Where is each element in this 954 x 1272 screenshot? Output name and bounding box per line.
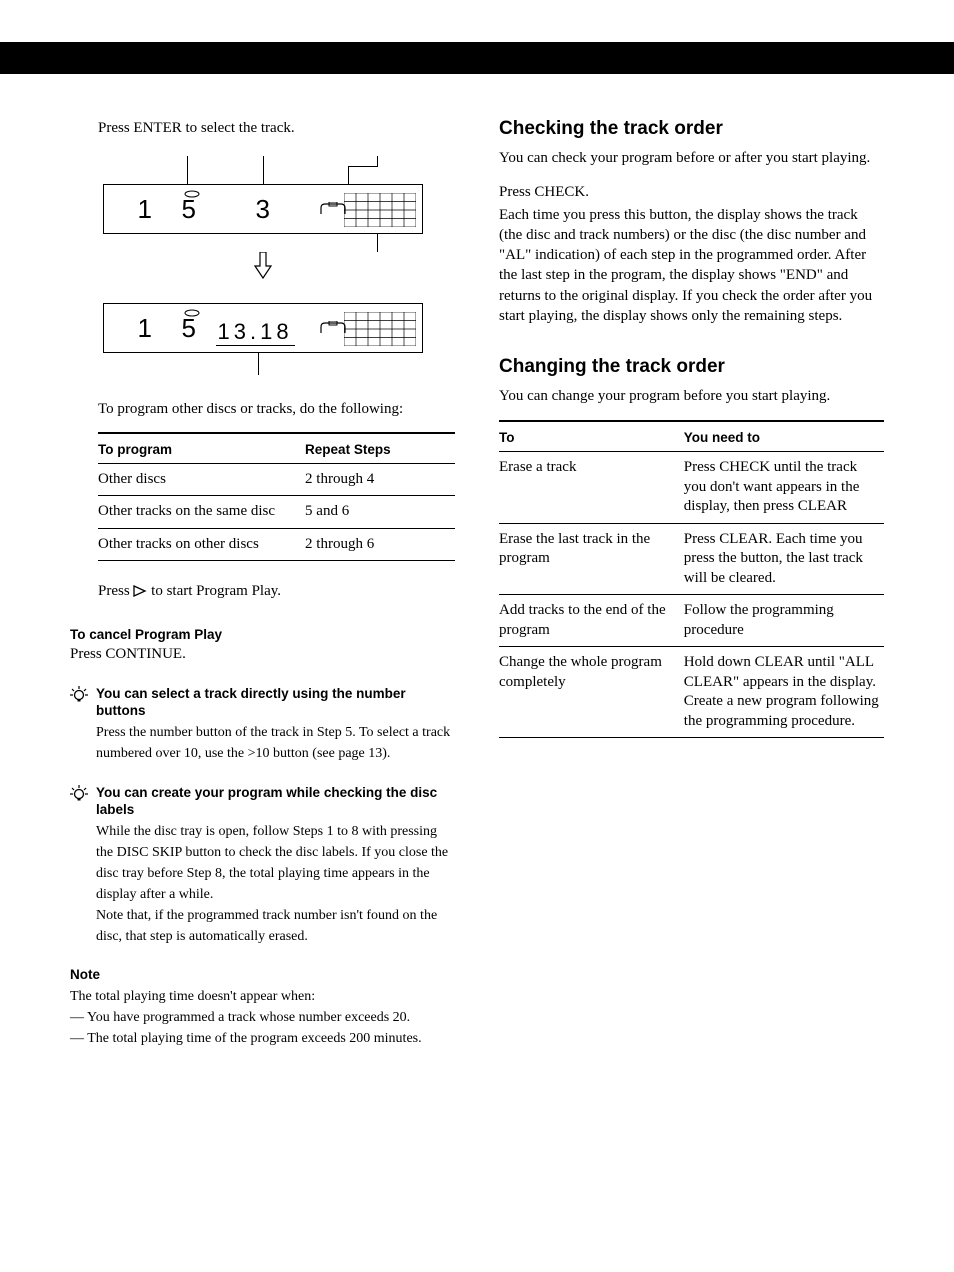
display-panel-2: 1 5 13.18 [103,303,423,353]
bracket-icon [319,202,347,216]
bracket-icon [319,321,347,335]
disp2-d1: 1 [138,313,156,344]
after-displays-text: To program other discs or tracks, do the… [70,399,455,419]
tip-2: You can create your program while checki… [70,784,455,947]
table-row: Other tracks on other discs2 through 6 [98,528,455,561]
table-header: To program [98,433,305,464]
lightbulb-icon [70,785,88,803]
table-header: Repeat Steps [305,433,455,464]
checking-body1: Press CHECK. [499,182,884,202]
calendar-grid-icon [344,312,416,346]
header-banner [0,42,954,74]
note-line-1: The total playing time doesn't appear wh… [70,986,455,1007]
calendar-grid-icon [344,193,416,227]
content-columns: Press ENTER to select the track. 1 5 3 [70,118,884,1049]
note-line-3: — The total playing time of the program … [70,1028,455,1049]
changing-heading: Changing the track order [499,356,884,378]
tip-2-title: You can create your program while checki… [96,784,455,819]
checking-body2: Each time you press this button, the dis… [499,205,884,327]
table-header: You need to [684,421,884,452]
program-steps-table: To program Repeat Steps Other discs2 thr… [98,432,455,562]
table-row: Erase the last track in the programPress… [499,523,884,595]
note-heading: Note [70,967,455,982]
disp1-d3: 3 [256,194,274,225]
display-panel-2-container: 1 5 13.18 [103,303,423,375]
press-play-text: Press to start Program Play. [70,581,455,601]
lightbulb-icon [70,686,88,704]
arrow-down-icon [70,252,455,285]
disp2-d3: 13.18 [216,319,295,346]
disp1-d1: 1 [138,194,156,225]
cancel-heading: To cancel Program Play [70,627,455,642]
tip-1-title: You can select a track directly using th… [96,685,455,720]
right-column: Checking the track order You can check y… [499,118,884,1049]
tip-1: You can select a track directly using th… [70,685,455,764]
cancel-body: Press CONTINUE. [70,644,455,664]
intro-text: Press ENTER to select the track. [70,118,455,138]
table-row: Other discs2 through 4 [98,463,455,496]
tip-1-body: Press the number button of the track in … [70,722,455,764]
display-panel-1-container: 1 5 3 [103,156,423,234]
table-row: Erase a trackPress CHECK until the track… [499,452,884,524]
display-panel-1: 1 5 3 [103,184,423,234]
changing-table: To You need to Erase a trackPress CHECK … [499,420,884,738]
table-row: Change the whole program completelyHold … [499,647,884,738]
checking-intro: You can check your program before or aft… [499,148,884,168]
table-row: Other tracks on the same disc5 and 6 [98,496,455,529]
checking-heading: Checking the track order [499,118,884,140]
table-header: To [499,421,684,452]
left-column: Press ENTER to select the track. 1 5 3 [70,118,455,1049]
tip-2-body: While the disc tray is open, follow Step… [70,821,455,947]
changing-intro: You can change your program before you s… [499,386,884,406]
play-icon [133,585,147,597]
disc-icon [184,189,200,199]
table-row: Add tracks to the end of the programFoll… [499,595,884,647]
disc-icon [184,308,200,318]
note-line-2: — You have programmed a track whose numb… [70,1007,455,1028]
